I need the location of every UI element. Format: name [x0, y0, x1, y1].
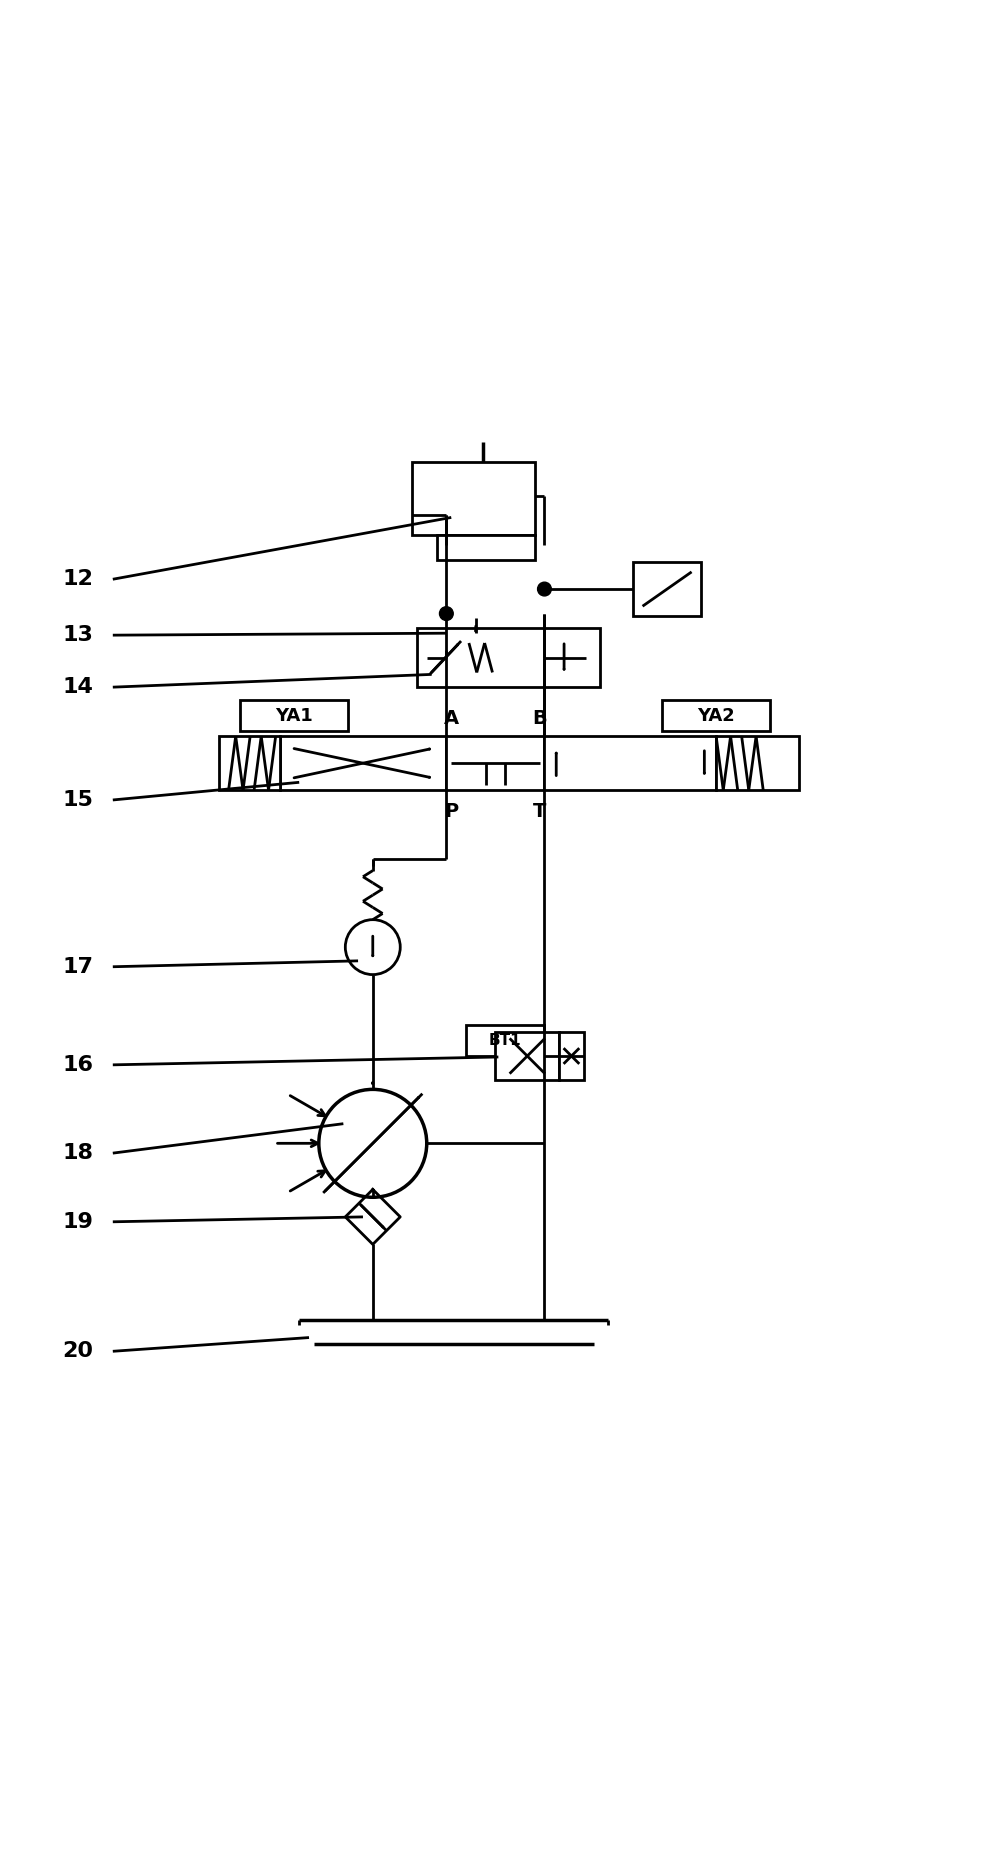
Circle shape [439, 607, 453, 620]
Bar [716, 736, 799, 790]
Bar [417, 629, 600, 686]
Text: 18: 18 [62, 1143, 93, 1163]
Text: P: P [444, 801, 458, 822]
Text: 20: 20 [62, 1341, 93, 1362]
Bar [633, 562, 701, 616]
Text: YA1: YA1 [276, 707, 313, 725]
Bar [437, 534, 535, 560]
Text: 14: 14 [63, 677, 93, 697]
Text: B: B [532, 709, 547, 727]
Bar [427, 638, 525, 677]
Bar [559, 1033, 584, 1080]
Bar [219, 736, 280, 790]
Bar [427, 638, 464, 677]
Text: 16: 16 [62, 1055, 93, 1074]
Bar [495, 1033, 559, 1080]
Bar [280, 736, 446, 790]
Text: A: A [443, 709, 459, 727]
Text: 19: 19 [63, 1211, 93, 1232]
Text: 15: 15 [63, 790, 93, 811]
Bar [544, 736, 716, 790]
Bar [240, 699, 348, 731]
Text: YA2: YA2 [697, 707, 735, 725]
Text: T: T [533, 801, 546, 822]
Bar [466, 1024, 544, 1055]
Circle shape [538, 582, 551, 595]
Bar [412, 462, 535, 534]
Bar [662, 699, 770, 731]
Text: BT1: BT1 [489, 1033, 522, 1048]
Circle shape [439, 644, 453, 657]
Bar [446, 736, 544, 790]
Text: 17: 17 [62, 957, 93, 978]
Text: 12: 12 [63, 569, 93, 590]
Text: 13: 13 [63, 625, 93, 646]
